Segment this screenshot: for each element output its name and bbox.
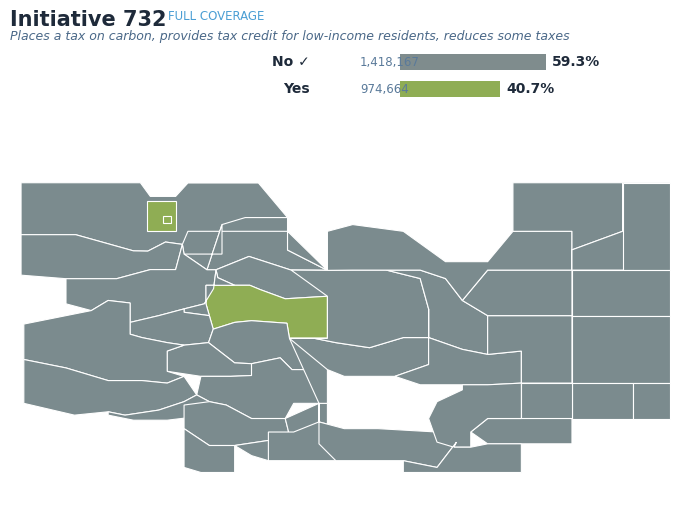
Polygon shape [572,183,670,270]
Text: Yes: Yes [284,82,310,96]
Polygon shape [513,183,622,270]
Polygon shape [197,358,328,418]
Polygon shape [386,270,488,354]
Polygon shape [429,383,521,447]
Text: FULL COVERAGE: FULL COVERAGE [168,10,264,23]
Polygon shape [404,442,521,472]
Polygon shape [328,224,572,300]
Polygon shape [291,270,429,348]
Polygon shape [108,395,209,420]
Polygon shape [183,217,328,270]
Polygon shape [622,183,670,270]
Polygon shape [488,316,572,383]
Polygon shape [206,285,328,338]
Polygon shape [130,309,213,345]
Text: No ✓: No ✓ [273,55,310,69]
Polygon shape [572,270,670,316]
Polygon shape [24,359,197,415]
Polygon shape [216,257,328,299]
Text: 974,664: 974,664 [360,83,408,96]
Polygon shape [167,343,252,376]
Polygon shape [184,270,235,316]
Polygon shape [184,429,235,472]
Bar [400,54,546,70]
Polygon shape [395,309,521,385]
Text: 59.3%: 59.3% [552,55,601,69]
Polygon shape [21,235,183,279]
Polygon shape [521,383,572,418]
Polygon shape [24,300,184,383]
Polygon shape [462,270,572,316]
Polygon shape [147,201,176,231]
Polygon shape [235,403,328,461]
Polygon shape [572,383,633,418]
Polygon shape [470,418,572,444]
Polygon shape [163,216,171,223]
Text: 40.7%: 40.7% [507,82,555,96]
Text: Initiative 732: Initiative 732 [10,10,167,30]
Polygon shape [572,316,670,383]
Polygon shape [21,183,328,270]
Polygon shape [268,422,457,467]
Text: 1,418,167: 1,418,167 [360,56,420,69]
Polygon shape [633,383,670,418]
Polygon shape [184,224,222,270]
Polygon shape [289,338,457,467]
Polygon shape [208,321,328,370]
Polygon shape [66,244,216,322]
Polygon shape [184,402,289,445]
Text: Places a tax on carbon, provides tax credit for low-income residents, reduces so: Places a tax on carbon, provides tax cre… [10,30,569,43]
Polygon shape [289,337,429,376]
Bar [400,81,500,97]
